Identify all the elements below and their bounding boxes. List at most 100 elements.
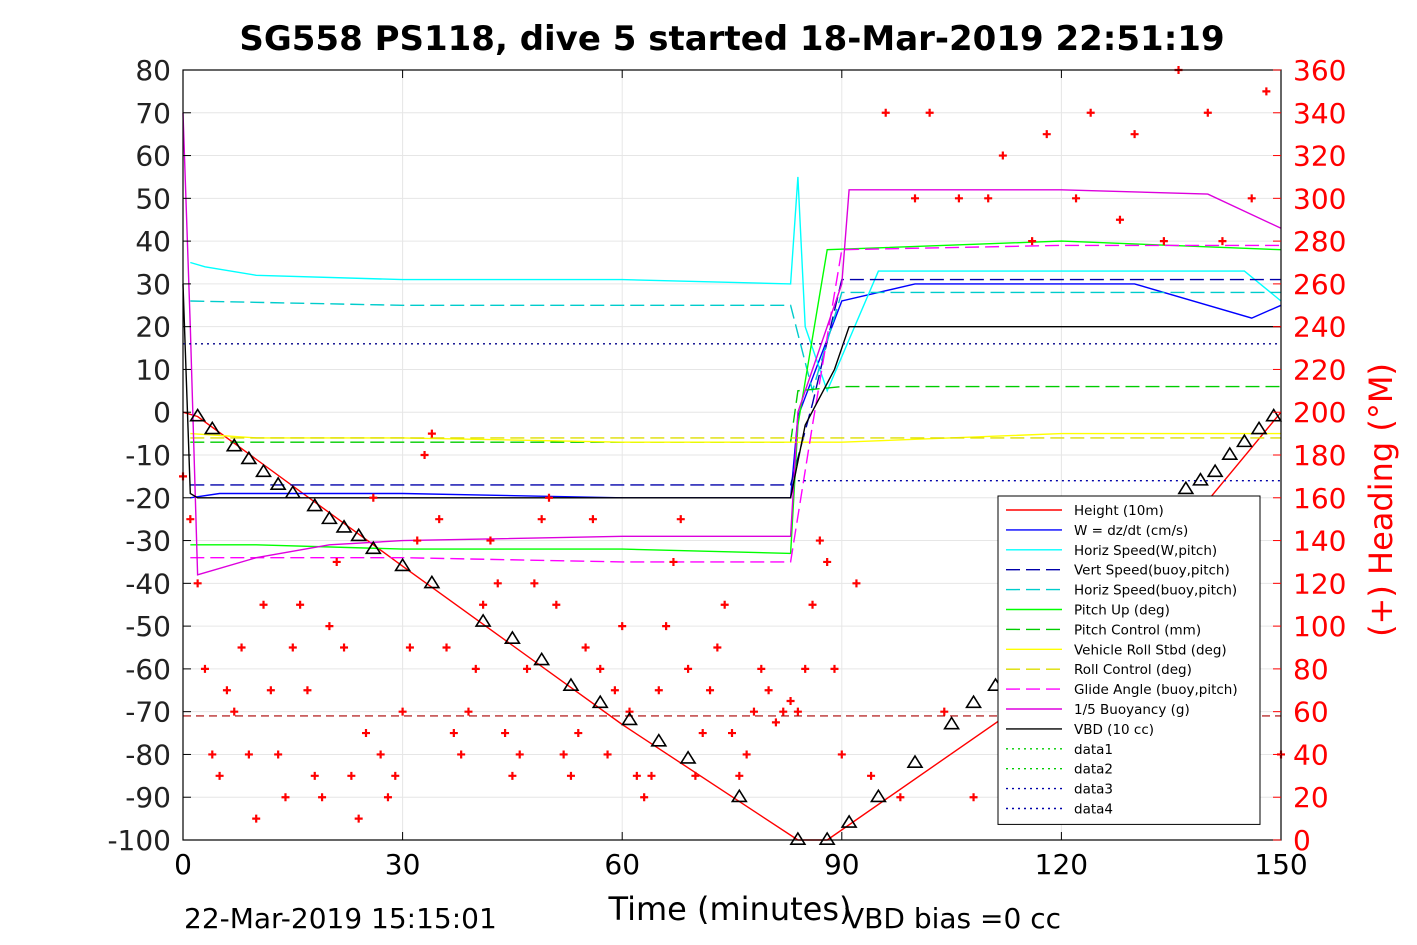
heading-point (669, 557, 678, 566)
heading-point (266, 686, 275, 695)
heading-point (610, 686, 619, 695)
heading-point (735, 771, 744, 780)
y2-axis-label: (+) Heading (°M) (1362, 363, 1400, 637)
legend-entry: Vehicle Roll Stbd (deg) (1074, 642, 1227, 658)
heading-point (742, 750, 751, 759)
heading-point (647, 771, 656, 780)
heading-point (442, 643, 451, 652)
heading-point (1072, 194, 1081, 203)
heading-point (786, 696, 795, 705)
y-tick-label: -70 (125, 696, 171, 729)
y2-tick-label: 200 (1293, 396, 1346, 429)
y-tick-label: 70 (135, 97, 171, 130)
series-line-w (190, 283, 1282, 499)
legend-entry: VBD (10 cc) (1074, 722, 1154, 738)
heading-point (618, 622, 627, 631)
y-tick-label: -80 (125, 738, 171, 771)
heading-point (1130, 130, 1139, 139)
depth-marker (621, 711, 638, 726)
y-tick-label: -40 (125, 567, 171, 600)
heading-point (1218, 237, 1227, 246)
y2-tick-label: 40 (1293, 738, 1329, 771)
heading-point (222, 686, 231, 695)
legend-entry: data3 (1074, 782, 1113, 798)
heading-point (830, 664, 839, 673)
heading-point (486, 536, 495, 545)
heading-point (347, 771, 356, 780)
y-tick-label: -100 (107, 824, 171, 857)
depth-marker (943, 715, 961, 730)
heading-point (435, 515, 444, 524)
y-tick-label: 10 (135, 353, 171, 386)
y-tick-label: -20 (125, 482, 171, 515)
heading-point (640, 793, 649, 802)
depth-marker (225, 437, 243, 452)
heading-point (325, 622, 334, 631)
heading-point (332, 557, 341, 566)
y2-tick-label: 100 (1293, 610, 1346, 643)
heading-point (186, 515, 195, 524)
heading-point (420, 451, 429, 459)
legend-entry: Vert Speed(buoy,pitch) (1074, 563, 1230, 579)
y2-tick-label: 320 (1293, 140, 1346, 173)
heading-point (523, 664, 532, 673)
heading-point (881, 108, 890, 117)
y-tick-label: -30 (125, 525, 171, 558)
heading-point (237, 643, 246, 652)
heading-point (530, 579, 539, 588)
heading-point (1028, 237, 1037, 246)
legend-entry: Height (10m) (1074, 503, 1164, 519)
heading-point (296, 600, 305, 609)
depth-marker (189, 407, 207, 422)
depth-marker (533, 651, 551, 666)
heading-point (801, 664, 810, 673)
depth-marker (474, 613, 492, 627)
heading-point (457, 750, 466, 759)
legend-entry: data4 (1074, 802, 1113, 818)
y2-tick-label: 300 (1293, 182, 1346, 215)
heading-point (566, 771, 575, 780)
heading-point (405, 643, 414, 652)
heading-point (501, 729, 510, 738)
heading-point (493, 579, 502, 588)
heading-point (1115, 215, 1124, 224)
depth-marker (423, 574, 441, 589)
legend-entry: 1/5 Buoyancy (g) (1074, 702, 1190, 718)
heading-point (925, 108, 934, 117)
heading-point (1159, 237, 1168, 246)
heading-point (632, 771, 641, 780)
depth-marker (240, 450, 258, 465)
heading-point (940, 707, 949, 716)
heading-point (303, 686, 312, 695)
y2-tick-label: 60 (1293, 696, 1329, 729)
heading-point (383, 793, 392, 802)
heading-point (208, 750, 217, 759)
heading-point (1042, 130, 1051, 139)
heading-point (771, 718, 780, 727)
heading-point (713, 643, 722, 652)
heading-point (654, 686, 663, 695)
y2-tick-label: 160 (1293, 482, 1346, 515)
heading-point (1086, 108, 1095, 117)
heading-point (310, 771, 319, 780)
heading-point (559, 750, 568, 759)
heading-point (376, 750, 385, 759)
legend-entry: data1 (1074, 742, 1113, 758)
heading-point (545, 493, 553, 502)
heading-point (464, 707, 473, 716)
y-tick-label: -10 (125, 439, 171, 472)
heading-point (288, 643, 297, 652)
y2-tick-label: 340 (1293, 97, 1346, 130)
depth-marker (1250, 420, 1268, 435)
heading-point (515, 750, 524, 759)
depth-marker (650, 733, 668, 747)
heading-point (281, 793, 290, 802)
heading-point (896, 793, 905, 802)
heading-point (537, 515, 546, 524)
heading-point (552, 600, 561, 609)
depth-marker (1206, 463, 1224, 478)
heading-point (706, 686, 715, 695)
heading-point (691, 771, 700, 780)
depth-marker (1192, 472, 1209, 486)
